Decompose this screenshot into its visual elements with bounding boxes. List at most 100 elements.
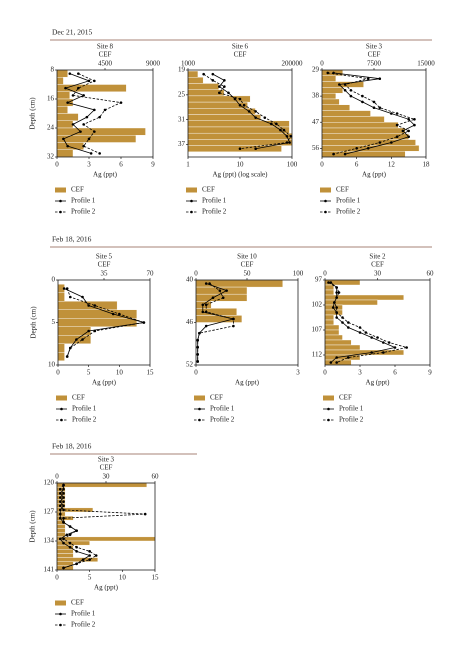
chart-title: Site 5: [96, 253, 113, 261]
bar: [56, 149, 74, 158]
legend-dot: [190, 210, 193, 214]
bar: [321, 104, 350, 111]
bar: [56, 127, 146, 136]
bar: [56, 69, 68, 78]
profile-point: [372, 100, 376, 104]
legend-label: Profile 2: [339, 416, 364, 424]
profile-line: [72, 73, 123, 154]
profile-point: [196, 353, 199, 356]
bar: [56, 77, 64, 85]
profile-point: [77, 86, 80, 90]
profile-point: [82, 144, 85, 148]
bar: [57, 292, 65, 302]
bar: [321, 116, 385, 123]
profile-point: [65, 287, 69, 290]
bar: [321, 81, 364, 88]
profile-point: [62, 487, 65, 491]
profile-point: [372, 106, 376, 109]
profile-point: [358, 331, 362, 334]
profile-point: [75, 338, 78, 341]
profile-point: [225, 289, 228, 292]
top-axis-label: CEF: [368, 51, 381, 59]
y-tick-label: 16: [47, 95, 55, 103]
profile-point: [211, 296, 215, 300]
profile-point: [62, 492, 65, 495]
bar: [324, 359, 352, 366]
x-tick-label: 10: [119, 574, 127, 582]
y-tick-label: 56: [312, 144, 320, 152]
top-tick-label: 7500: [367, 60, 382, 68]
profile-point: [289, 134, 293, 138]
profile-point: [87, 137, 91, 141]
profile-point: [66, 144, 69, 148]
top-axis-label: CEF: [241, 261, 254, 269]
legend-label: CEF: [339, 394, 352, 402]
profile-point: [347, 321, 350, 324]
profile-point: [62, 521, 65, 524]
legend-dot: [198, 407, 201, 411]
top-axis-label: CEF: [99, 51, 112, 59]
profile-point: [335, 356, 338, 359]
profile-point: [88, 554, 91, 557]
legend-label: CEF: [210, 394, 223, 402]
x-tick-label: 3: [296, 369, 300, 377]
profile-point: [221, 296, 225, 300]
profile-point: [62, 566, 65, 570]
legend-dot: [327, 418, 330, 422]
x-tick-label: 10: [237, 161, 245, 169]
legend-swatch: [56, 395, 67, 401]
legend-swatch: [320, 187, 331, 193]
profile-point: [202, 72, 205, 76]
bar: [321, 121, 399, 129]
profile-point: [232, 317, 235, 321]
profile-point: [343, 89, 347, 92]
profile-point: [58, 496, 62, 499]
y-axis-label: Depth (cm): [30, 306, 38, 339]
y-tick-label: 32: [47, 153, 55, 161]
profile-point: [335, 316, 338, 319]
x-tick-label: 5: [87, 369, 91, 377]
profile-point: [335, 361, 338, 364]
x-tick-label: 6: [393, 369, 397, 377]
x-axis-label: Ag (ppt): [366, 379, 391, 387]
top-tick-label: 9000: [146, 60, 161, 68]
profile-point: [58, 508, 62, 512]
profile-point: [401, 129, 405, 133]
bar: [56, 524, 66, 529]
x-tick-label: 0: [320, 161, 324, 169]
x-tick-label: 15: [147, 369, 155, 377]
profile-point: [68, 541, 72, 545]
profile-point: [58, 516, 62, 520]
top-tick-label: 100: [293, 270, 304, 278]
profile-point: [75, 562, 78, 566]
profile-point: [211, 72, 215, 76]
bar: [324, 309, 343, 316]
bar: [195, 315, 243, 323]
y-tick-label: 0: [52, 276, 56, 284]
profile-point: [335, 311, 338, 314]
profile-point: [349, 94, 353, 98]
legend-dot: [60, 418, 63, 422]
profile-point: [81, 338, 84, 341]
profile-point: [242, 103, 246, 107]
profile-point: [366, 77, 370, 80]
bar: [324, 284, 334, 291]
profile-point: [329, 361, 333, 364]
profile-point: [75, 529, 78, 532]
profile-point: [254, 116, 257, 119]
profile-point: [62, 516, 65, 520]
legend-label: Profile 2: [71, 621, 96, 629]
bar: [56, 549, 74, 554]
chart-title: Site 10: [237, 253, 257, 261]
x-axis-label: Ag (ppt): [93, 171, 118, 179]
x-tick-label: 3: [358, 369, 362, 377]
profile-point: [355, 147, 358, 150]
profile-point: [68, 533, 72, 537]
bar: [324, 299, 378, 306]
profile-point: [65, 355, 69, 358]
profile-point: [387, 341, 391, 344]
profile-point: [196, 345, 199, 349]
profile-point: [82, 94, 85, 97]
profile-point: [87, 79, 91, 83]
profile-point: [238, 103, 242, 107]
